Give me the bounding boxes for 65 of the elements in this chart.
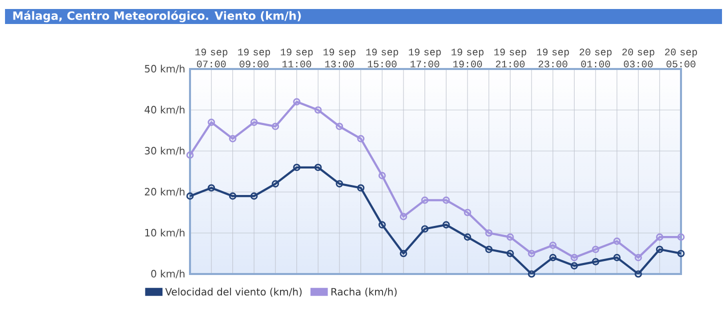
point <box>293 98 300 106</box>
point <box>272 180 280 188</box>
point <box>570 262 578 270</box>
x-tick-label: 19 sep 21:00 <box>494 48 526 68</box>
point <box>464 233 472 241</box>
point <box>528 250 536 258</box>
point <box>421 196 428 204</box>
point <box>570 254 578 262</box>
point <box>378 172 386 180</box>
x-tick-label: 19 sep 15:00 <box>366 48 398 68</box>
y-tick-label: 10 km/h <box>145 228 184 238</box>
point <box>549 254 557 262</box>
point <box>634 254 642 262</box>
point <box>506 233 514 241</box>
point <box>293 164 300 172</box>
point <box>336 122 344 130</box>
point <box>314 106 322 114</box>
point <box>336 180 344 188</box>
point <box>613 238 621 245</box>
point <box>250 118 258 126</box>
y-tick-label: 0 km/h <box>151 270 184 278</box>
y-tick-label: 50 km/h <box>144 64 184 74</box>
point <box>656 246 664 254</box>
point <box>592 258 600 266</box>
point <box>378 221 386 228</box>
point <box>442 221 450 228</box>
point <box>485 246 493 254</box>
point <box>250 192 258 200</box>
x-tick-label: 19 sep 23:00 <box>536 48 569 68</box>
point <box>613 254 621 262</box>
point <box>442 196 450 204</box>
x-tick-label: 19 sep 19:00 <box>452 48 484 68</box>
x-tick-label: 20 sep 03:00 <box>622 48 654 68</box>
point <box>464 208 472 216</box>
y-tick-label: 20 km/h <box>144 188 184 196</box>
point <box>400 250 408 258</box>
x-tick-label: 20 sep 01:00 <box>580 48 612 68</box>
x-tick-label: 19 sep 11:00 <box>280 48 313 68</box>
point <box>528 270 536 278</box>
x-tick-label: 19 sep 09:00 <box>238 48 270 68</box>
legend-label: Velocidad del viento (km/h) <box>165 288 302 297</box>
y-tick-label: 40 km/h <box>144 106 184 114</box>
point <box>592 246 600 254</box>
point <box>549 242 557 249</box>
point <box>656 233 664 241</box>
point <box>485 229 493 237</box>
point <box>208 118 216 126</box>
x-tick-label: 20 sep 05:00 <box>665 48 697 68</box>
x-tick-label: 19 sep 17:00 <box>408 48 441 68</box>
point <box>357 184 364 192</box>
x-tick-label: 19 sep 13:00 <box>324 48 356 68</box>
point <box>634 270 642 278</box>
chart-title: Málaga, Centro Meteorológico. Viento (km/h) <box>13 10 301 22</box>
point <box>272 122 280 130</box>
point <box>314 164 322 172</box>
point <box>400 212 408 220</box>
point <box>229 192 236 200</box>
point <box>357 135 364 142</box>
point <box>229 135 236 142</box>
legend-label: Racha (km/h) <box>331 288 397 297</box>
y-tick-label: 30 km/h <box>144 146 184 156</box>
point <box>506 250 514 258</box>
point <box>421 225 428 233</box>
x-tick-label: 19 sep 07:00 <box>195 48 228 68</box>
point <box>208 184 216 192</box>
